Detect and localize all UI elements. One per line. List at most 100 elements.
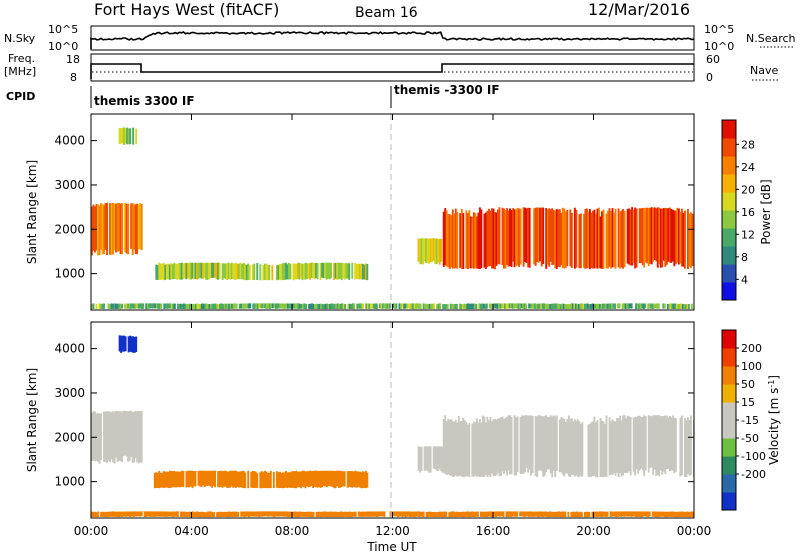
power-echo-cell [638,303,641,309]
power-echo-cell [124,303,127,309]
velocity-ytick-label-2: 3000 [54,386,85,400]
velocity-echo-cell [471,423,474,477]
velocity-echo-cell [228,511,231,518]
velocity-echo-cell [279,511,282,517]
power-echo-cell [501,207,504,266]
nave-tick-top: 60 [706,53,720,66]
velocity-echo-cell [383,511,386,517]
power-echo-cell [541,303,544,309]
velocity-echo-cell [241,511,244,517]
power-echo-cell [182,263,185,280]
velocity-echo-cell [527,415,530,473]
velocity-echo-cell [457,511,460,518]
velocity-cbar-seg-3 [722,438,736,457]
velocity-echo-cell [656,415,659,475]
power-echo-cell [355,264,358,279]
velocity-echo-cell [450,419,453,476]
power-echo-cell [133,204,136,250]
velocity-echo-cell [437,511,440,518]
power-echo-cell [287,262,290,280]
velocity-cbar-label-4: -15 [741,414,759,427]
power-echo-cell [265,263,268,280]
power-echo-cell [160,303,163,309]
power-echo-cell [482,303,485,309]
power-echo-cell [177,262,180,279]
velocity-echo-cell [134,410,137,459]
velocity-echo-cell [548,417,551,470]
velocity-echo-cell [366,472,369,488]
velocity-echo-cell [330,470,333,487]
power-echo-cell [576,304,579,310]
velocity-echo-cell [619,415,622,474]
velocity-echo-cell [300,471,302,489]
power-echo-cell [148,303,151,309]
power-echo-cell [383,303,386,309]
velocity-echo-cell [306,511,309,517]
velocity-echo-cell [617,511,620,517]
velocity-echo-cell [422,511,425,518]
velocity-cbar-seg-5 [722,402,736,421]
power-echo-cell [120,128,123,144]
power-echo-cell [401,303,404,309]
power-echo-cell [180,262,183,280]
velocity-echo-cell [643,415,646,476]
power-echo-cell [677,208,680,265]
power-echo-cell [413,303,416,310]
velocity-echo-cell [663,511,666,517]
power-echo-cell [270,303,273,309]
velocity-cbar-seg-2 [722,456,736,475]
power-echo-region-5 [91,303,693,310]
power-echo-cell [297,262,299,279]
power-echo-cell [183,262,186,279]
velocity-echo-cell [189,470,192,487]
power-echo-cell [293,303,295,309]
power-echo-cell [553,303,556,309]
power-echo-cell [662,208,665,261]
velocity-echo-cell [462,417,465,478]
velocity-echo-cell [662,415,665,472]
power-echo-cell [596,303,598,310]
power-echo-cell [158,303,161,309]
velocity-echo-cell [519,511,522,517]
power-echo-cell [659,208,662,268]
power-echo-cell [361,263,364,280]
power-echo-cell [579,303,582,310]
velocity-echo-cell [436,512,439,517]
velocity-echo-cell [468,423,471,478]
velocity-echo-cell [638,415,641,471]
xtick-label-2: 08:00 [275,524,310,538]
power-echo-cell [339,303,342,309]
velocity-echo-cell [673,417,676,474]
velocity-echo-cell [124,410,127,456]
velocity-echo-cell [633,511,636,517]
power-echo-cell [549,303,552,309]
velocity-echo-cell [122,511,125,517]
power-echo-cell [610,211,612,269]
power-echo-cell [570,212,573,268]
velocity-echo-cell [250,472,253,488]
power-echo-cell [261,303,264,309]
power-echo-cell [188,262,191,280]
power-echo-cell [158,262,161,280]
power-echo-cell [513,209,516,268]
power-echo-cell [199,304,202,310]
velocity-cbar-label-1: 100 [741,360,762,373]
power-echo-cell [366,263,369,281]
velocity-echo-cell [665,415,668,470]
power-echo-cell [354,262,357,280]
velocity-echo-cell [181,511,184,517]
velocity-cbar-seg-9 [722,330,736,349]
power-echo-cell [587,211,590,269]
power-echo-cell [640,208,643,264]
velocity-echo-cell [131,511,134,517]
velocity-echo-cell [583,511,586,518]
power-echo-cell [442,304,445,310]
power-echo-cell [498,303,500,309]
power-echo-cell [369,303,372,309]
power-echo-cell [330,303,333,310]
power-echo-cell [588,304,591,309]
velocity-echo-cell [441,447,444,473]
power-echo-cell [227,262,230,279]
power-echo-cell [585,208,588,269]
velocity-echo-cell [321,470,324,488]
